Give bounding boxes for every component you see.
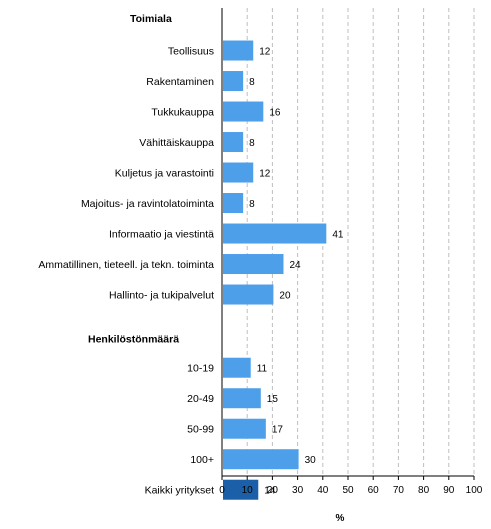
bar <box>223 357 251 378</box>
x-axis: 0 10 20 30 40 50 60 70 80 90 100% <box>219 8 483 524</box>
group-label: Toimiala <box>130 13 172 25</box>
data-label: 16 <box>269 108 281 119</box>
data-label: 11 <box>257 364 268 375</box>
category-label: Vähittäiskauppa <box>139 137 214 149</box>
x-tick-label: 60 <box>368 485 380 496</box>
data-label: 17 <box>272 425 284 436</box>
data-label: 30 <box>305 455 317 466</box>
x-tick-label: 0 <box>219 485 225 496</box>
bars <box>223 40 327 500</box>
x-tick-label: 40 <box>317 485 329 496</box>
data-label: 20 <box>279 291 291 302</box>
category-label: Informaatio ja viestintä <box>109 229 214 241</box>
category-label: Teollisuus <box>168 46 214 58</box>
x-tick-label: 80 <box>418 485 430 496</box>
value-labels: 12 8 16 8 12 8 41 24 20 11 15 17 30 14 <box>249 47 344 497</box>
category-label: Kaikki yritykset <box>145 485 215 497</box>
bar <box>223 388 261 409</box>
category-label: Majoitus- ja ravintolatoiminta <box>81 198 214 210</box>
x-tick-label: 70 <box>393 485 405 496</box>
bar <box>223 132 244 153</box>
category-label: 100+ <box>190 454 214 466</box>
category-label: Rakentaminen <box>146 76 214 88</box>
data-label: 14 <box>264 486 276 497</box>
x-tick-label: 20 <box>267 485 279 496</box>
data-label: 12 <box>259 169 271 180</box>
x-axis-title: % <box>336 513 345 524</box>
data-label: 8 <box>249 77 255 88</box>
category-label: Kuljetus ja varastointi <box>115 168 214 180</box>
x-tick-label: 100 <box>466 485 483 496</box>
bar <box>223 101 264 122</box>
bar <box>223 284 274 305</box>
data-label: 8 <box>249 199 255 210</box>
x-tick-label: 50 <box>342 485 354 496</box>
category-label: 20-49 <box>187 393 214 405</box>
bar <box>223 193 244 214</box>
data-label: 12 <box>259 47 271 58</box>
data-label: 24 <box>289 260 301 271</box>
category-label: Hallinto- ja tukipalvelut <box>109 290 214 302</box>
category-label: 50-99 <box>187 424 214 436</box>
category-label: Tukkukauppa <box>151 107 214 119</box>
bar <box>223 71 244 92</box>
x-tick-label: 30 <box>292 485 304 496</box>
group-label: Henkilöstönmäärä <box>88 333 179 345</box>
category-label: Ammatillinen, tieteell. ja tekn. toimint… <box>38 259 214 271</box>
bar <box>223 254 284 275</box>
x-tick-label: 10 <box>242 485 254 496</box>
bar <box>223 162 254 183</box>
x-tick-label: 90 <box>443 485 455 496</box>
bar <box>223 223 327 244</box>
bar <box>223 479 259 500</box>
data-label: 8 <box>249 138 255 149</box>
data-label: 41 <box>332 230 344 241</box>
category-labels: Toimiala Teollisuus Rakentaminen Tukkukaupp… <box>38 13 214 497</box>
bar <box>223 449 299 470</box>
data-label: 15 <box>267 394 279 405</box>
category-label: 10-19 <box>187 363 214 375</box>
bar <box>223 418 266 439</box>
bar <box>223 40 254 61</box>
